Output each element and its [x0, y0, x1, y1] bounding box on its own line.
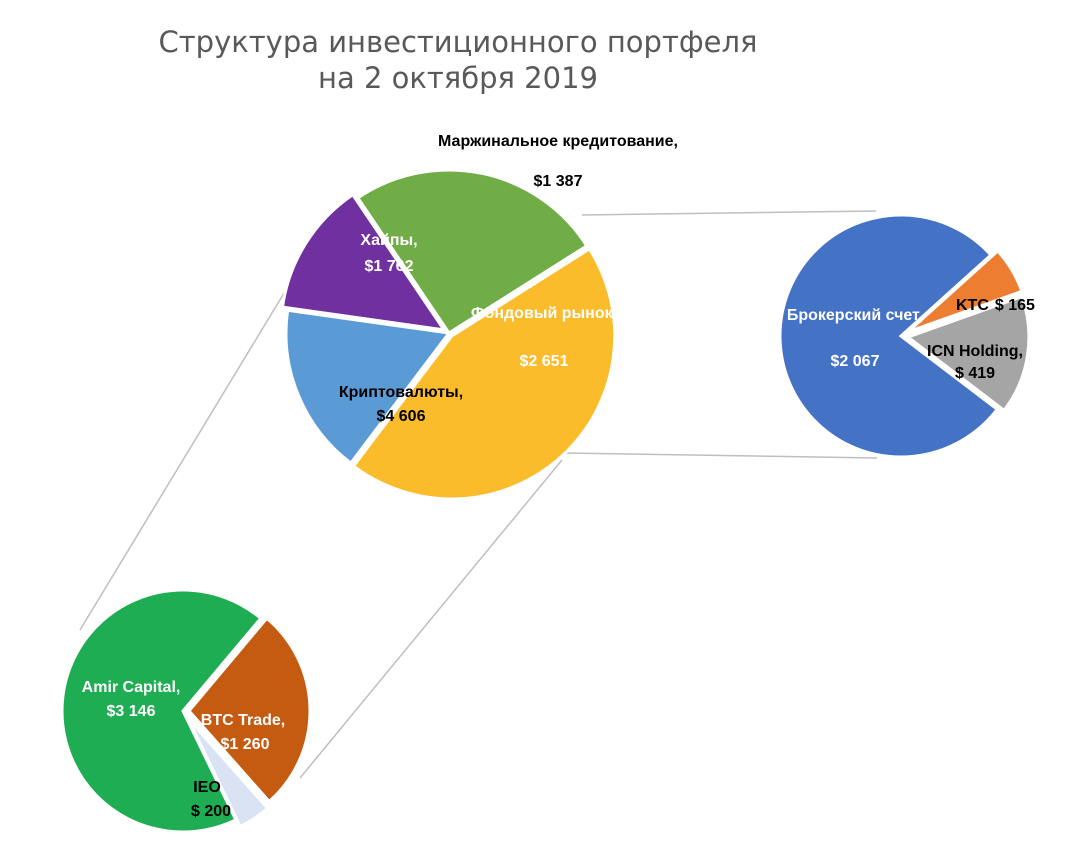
pie-slice-crypto [351, 246, 617, 501]
label-margin-name: Маржинальное кредитование, [438, 133, 678, 150]
label-broker-name: Брокерский счет, [787, 307, 923, 324]
label-amir-name: Amir Capital, [82, 679, 181, 696]
label-stock: Фондовый рынок, $2 651 [471, 305, 617, 370]
label-ieo-value: $ 200 [191, 803, 231, 820]
label-stock-name: Фондовый рынок, [471, 305, 617, 322]
connector-line [563, 452, 878, 459]
label-ieo: IEO $ 200 [191, 779, 231, 820]
pie-slice-ieo [186, 716, 270, 829]
connector-line [581, 210, 877, 216]
label-amir-value: $3 146 [107, 703, 156, 720]
pie-slice-margin [280, 192, 448, 332]
label-stock-value: $2 651 [520, 353, 569, 370]
label-btc-name: BTC Trade, [201, 712, 285, 729]
pie-slice-broker [778, 213, 1000, 459]
label-icn-value: $ 419 [955, 365, 995, 382]
pie-slice-hype [284, 308, 452, 466]
chart-title: Структура инвестиционного портфеля [159, 25, 758, 59]
label-crypto: Криптовалюты, $4 606 [339, 384, 463, 425]
pie-crypto-breakdown [60, 588, 312, 834]
label-hype: Хайпы, $1 762 [360, 232, 417, 275]
label-margin: Маржинальное кредитование, $1 387 [438, 133, 678, 190]
pie-slice-btc [187, 616, 312, 804]
label-broker-value: $2 067 [831, 353, 880, 370]
slice-labels: Маржинальное кредитование, $1 387 Фондовы… [82, 133, 1035, 820]
label-hype-name: Хайпы, [360, 232, 417, 249]
connector-lines [79, 210, 878, 779]
label-ieo-name: IEO [193, 779, 221, 796]
label-btc: BTC Trade, $1 260 [201, 712, 285, 753]
label-broker: Брокерский счет, $2 067 [787, 307, 923, 370]
pie-slice-icn [904, 294, 1031, 413]
label-hype-value: $1 762 [365, 258, 414, 275]
label-crypto-value: $4 606 [377, 408, 426, 425]
label-icn-name: ICN Holding, [927, 343, 1023, 360]
label-kts-name: KTC [956, 297, 989, 314]
pie-stock-breakdown [778, 213, 1031, 459]
label-kts: KTC $ 165 [956, 297, 1035, 314]
label-amir: Amir Capital, $3 146 [82, 679, 181, 720]
pie-main [280, 168, 617, 501]
label-margin-value: $1 387 [534, 173, 583, 190]
chart-subtitle: на 2 октября 2019 [318, 61, 598, 95]
pie-slice-kts [906, 248, 1024, 334]
pie-slice-stock [355, 168, 589, 336]
label-btc-value: $1 260 [221, 736, 270, 753]
connector-line [299, 459, 563, 779]
label-icn: ICN Holding, $ 419 [927, 343, 1023, 382]
pie-slice-amir [60, 588, 263, 834]
label-kts-value: $ 165 [995, 297, 1035, 314]
connector-line [79, 269, 299, 631]
label-crypto-name: Криптовалюты, [339, 384, 463, 401]
